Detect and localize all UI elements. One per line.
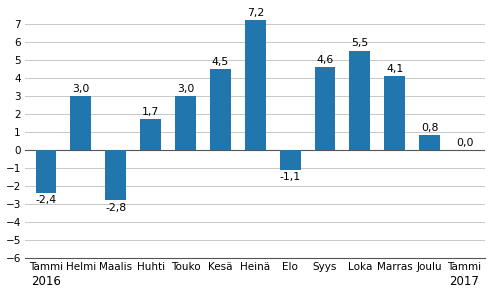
Text: 3,0: 3,0 <box>72 84 89 94</box>
Bar <box>140 119 161 150</box>
Text: 4,6: 4,6 <box>316 55 334 65</box>
Text: 4,1: 4,1 <box>386 64 404 74</box>
Text: 3,0: 3,0 <box>177 84 194 94</box>
Bar <box>419 135 440 150</box>
Text: 1,7: 1,7 <box>142 107 159 117</box>
Text: 0,0: 0,0 <box>456 138 473 148</box>
Bar <box>350 51 370 150</box>
Text: 2017: 2017 <box>450 275 479 288</box>
Text: -1,1: -1,1 <box>279 172 300 182</box>
Bar <box>245 20 266 150</box>
Bar <box>105 150 126 201</box>
Text: -2,4: -2,4 <box>35 195 56 205</box>
Text: 0,8: 0,8 <box>421 123 438 133</box>
Text: 2016: 2016 <box>31 275 61 288</box>
Text: -2,8: -2,8 <box>105 203 126 213</box>
Bar <box>70 96 91 150</box>
Text: 4,5: 4,5 <box>212 56 229 66</box>
Bar <box>384 76 405 150</box>
Bar <box>280 150 300 170</box>
Text: 5,5: 5,5 <box>351 38 369 49</box>
Text: 7,2: 7,2 <box>246 8 264 18</box>
Bar <box>175 96 196 150</box>
Bar <box>35 150 56 193</box>
Bar <box>210 69 231 150</box>
Bar <box>315 67 335 150</box>
